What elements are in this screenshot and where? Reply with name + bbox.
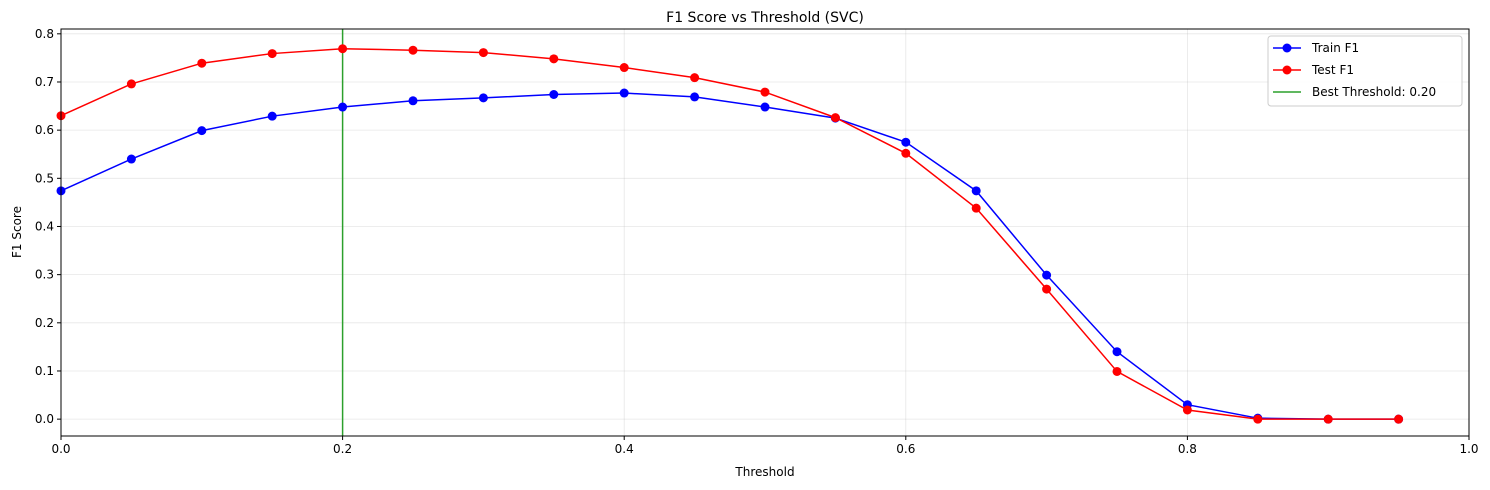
test-f1-point: [1323, 414, 1333, 424]
test-f1-point: [1182, 405, 1192, 415]
test-f1-point: [1394, 414, 1404, 424]
test-f1-point: [549, 54, 559, 64]
train-f1-point: [1042, 270, 1052, 280]
y-tick-label: 0.5: [35, 171, 54, 185]
test-f1-point: [830, 113, 840, 123]
test-f1-point: [760, 87, 770, 97]
train-f1-point: [619, 88, 629, 98]
y-tick-label: 0.2: [35, 316, 54, 330]
plot-frame: [60, 28, 1470, 437]
test-f1-line: [60, 47, 1399, 420]
series-group: [56, 44, 1404, 424]
x-tick-label: 0.0: [51, 442, 70, 456]
train-f1-point: [549, 90, 559, 100]
test-f1-point: [267, 49, 277, 59]
test-f1-point: [971, 203, 981, 213]
legend-marker: [1282, 43, 1292, 53]
y-tick-label: 0.4: [35, 219, 54, 233]
x-tick-label: 0.4: [615, 442, 634, 456]
legend-label: Test F1: [1311, 63, 1354, 77]
train-f1-point: [267, 111, 277, 121]
train-f1-point: [971, 186, 981, 196]
y-axis: 0.0 0.1 0.2 0.3 0.4 0.5 0.6 0.7 0.8: [35, 27, 61, 426]
legend-label: Best Threshold: 0.20: [1312, 85, 1436, 99]
train-f1-point: [338, 102, 348, 112]
train-f1-point: [760, 102, 770, 112]
test-f1-point: [1042, 284, 1052, 294]
x-axis-label: Threshold: [734, 465, 794, 479]
legend: Train F1 Test F1 Best Threshold: 0.20: [1267, 35, 1463, 107]
legend-box: [1267, 35, 1463, 107]
y-tick-label: 0.3: [35, 268, 54, 282]
test-f1-point: [478, 48, 488, 58]
train-f1-point: [197, 126, 207, 136]
test-f1-point: [408, 45, 418, 55]
y-tick-label: 0.0: [35, 412, 54, 426]
x-tick-label: 0.8: [1178, 442, 1197, 456]
test-f1-point: [197, 58, 207, 68]
train-f1-point: [478, 93, 488, 103]
x-axis: 0.0 0.2 0.4 0.6 0.8 1.0: [51, 436, 1479, 456]
test-f1-point: [690, 73, 700, 83]
test-f1-point: [126, 79, 136, 89]
x-tick-label: 0.6: [896, 442, 915, 456]
legend-marker: [1282, 65, 1292, 75]
x-tick-label: 0.2: [333, 442, 352, 456]
legend-label: Train F1: [1311, 41, 1359, 55]
test-f1-point: [619, 63, 629, 73]
y-axis-label: F1 Score: [10, 206, 24, 258]
test-f1-point: [338, 44, 348, 54]
train-f1-point: [901, 137, 911, 147]
train-f1-point: [690, 92, 700, 102]
train-f1-point: [126, 154, 136, 164]
test-f1-point: [901, 148, 911, 158]
train-f1-point: [408, 96, 418, 106]
train-f1-point: [1112, 347, 1122, 357]
y-tick-label: 0.7: [35, 75, 54, 89]
train-f1-line: [60, 92, 1399, 420]
test-f1-point: [1253, 414, 1263, 424]
y-tick-label: 0.6: [35, 123, 54, 137]
test-f1-point: [1112, 366, 1122, 376]
y-tick-label: 0.1: [35, 364, 54, 378]
y-tick-label: 0.8: [35, 27, 54, 41]
chart-title: F1 Score vs Threshold (SVC): [666, 10, 864, 26]
x-tick-label: 1.0: [1459, 442, 1478, 456]
